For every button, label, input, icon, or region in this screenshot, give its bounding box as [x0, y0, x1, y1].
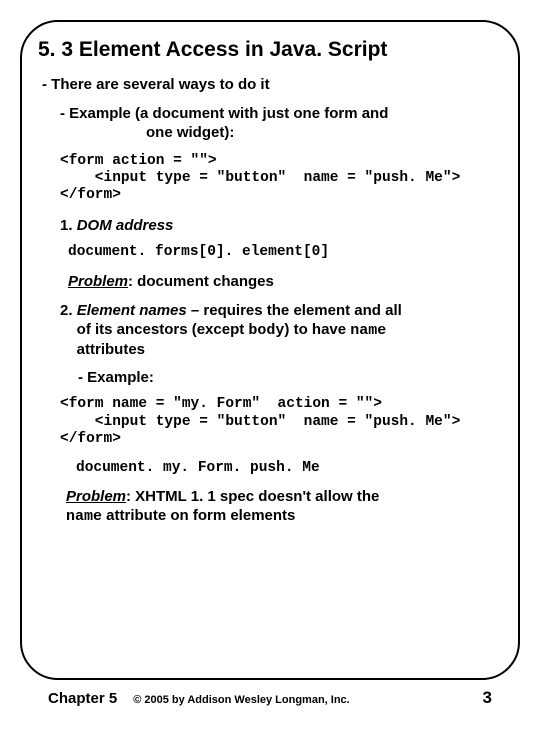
slide-footer: Chapter 5 © 2005 by Addison Wesley Longm…: [20, 688, 520, 708]
example-line2: one widget):: [60, 124, 504, 143]
code-path: document. my. Form. push. Me: [76, 460, 504, 477]
method2-r4: attributes: [77, 341, 145, 358]
method2-body: body: [248, 322, 284, 339]
example-label: - Example (a document with just one form…: [60, 105, 504, 143]
problem1-label: Problem: [68, 273, 128, 290]
problem2-label: Problem: [66, 488, 126, 505]
slide-title: 5. 3 Element Access in Java. Script: [38, 38, 504, 62]
example2-label: - Example:: [78, 369, 504, 386]
code1-l1: <form action = "">: [60, 153, 217, 169]
method-1: 1. DOM address: [60, 217, 504, 234]
problem-1: Problem: document changes: [68, 273, 504, 290]
code2-l1: <form name = "my. Form" action = "">: [60, 396, 382, 412]
code2-l2: <input type = "button" name = "push. Me"…: [60, 414, 460, 430]
footer-chapter: Chapter 5: [48, 690, 117, 707]
code-block-1: <form action = ""> <input type = "button…: [60, 153, 504, 205]
problem2-name: name: [66, 508, 102, 525]
problem2-t1: : XHTML 1. 1 spec doesn't allow the: [126, 488, 379, 505]
method2-name: name: [350, 322, 386, 339]
example-line1: - Example (a document with just one form…: [60, 105, 388, 122]
code-block-2: <form name = "my. Form" action = ""> <in…: [60, 396, 504, 448]
code1-l2: <input type = "button" name = "push. Me"…: [60, 170, 460, 186]
method2-r3: ) to have: [284, 321, 350, 338]
footer-copyright: © 2005 by Addison Wesley Longman, Inc.: [133, 694, 482, 706]
problem-2: Problem: XHTML 1. 1 spec doesn't allow t…: [66, 488, 504, 527]
method2-r1: – requires the element and all: [187, 302, 402, 319]
intro-bullet: - There are several ways to do it: [42, 76, 504, 93]
slide-frame: 5. 3 Element Access in Java. Script - Th…: [20, 20, 520, 680]
method-2: 2. Element names – requires the element …: [60, 302, 504, 359]
code-dom-address: document. forms[0]. element[0]: [68, 244, 504, 261]
problem1-text: : document changes: [128, 273, 274, 290]
method1-num: 1.: [60, 217, 77, 234]
footer-page-number: 3: [483, 688, 492, 708]
code1-l3: </form>: [60, 187, 121, 203]
method2-r2: of its ancestors (except: [77, 321, 249, 338]
method2-num: 2.: [60, 302, 77, 319]
problem2-t2: attribute on form elements: [102, 507, 295, 524]
code2-l3: </form>: [60, 431, 121, 447]
method2-label: Element names: [77, 302, 187, 319]
method1-label: DOM address: [77, 217, 174, 234]
